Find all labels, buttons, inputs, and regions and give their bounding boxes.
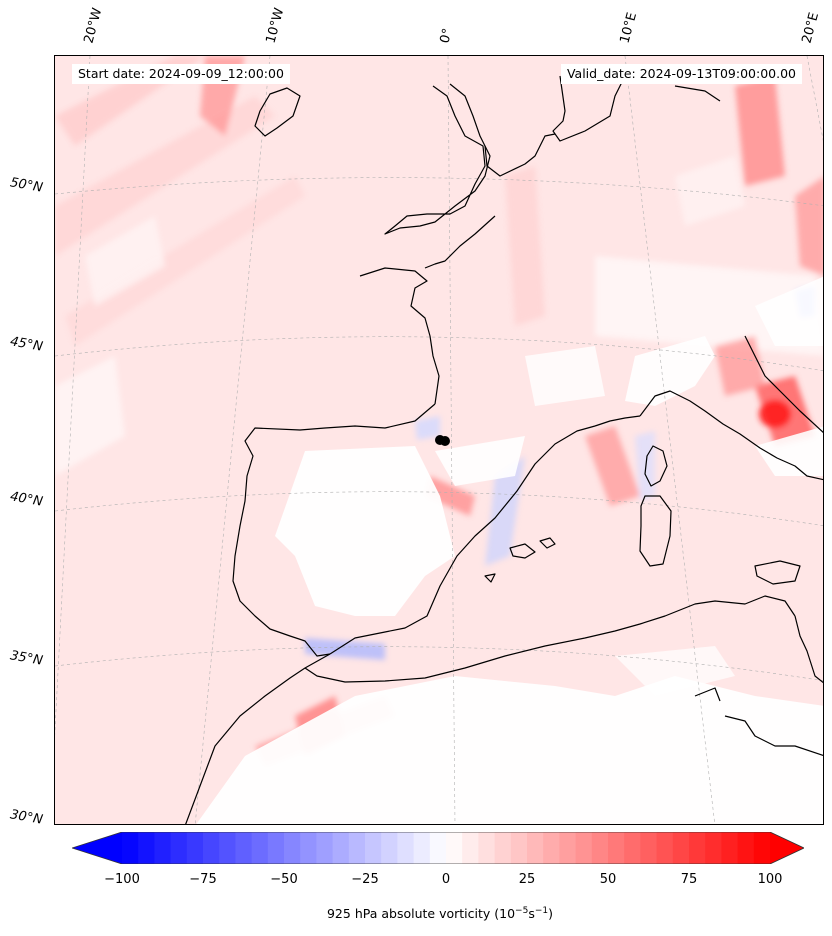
colorbar-cell bbox=[267, 832, 285, 864]
colorbar-cell bbox=[251, 832, 269, 864]
colorbar-cell bbox=[332, 832, 350, 864]
colorbar-cell bbox=[689, 832, 706, 864]
colorbar-cell bbox=[316, 832, 334, 864]
colorbar-cell bbox=[721, 832, 739, 864]
lat-label-30n: 30°N bbox=[8, 807, 44, 828]
lon-label-10w: 10°W bbox=[263, 6, 288, 45]
colorbar-cell bbox=[446, 832, 463, 864]
map-panel bbox=[54, 55, 824, 825]
colorbar-tick-label: −50 bbox=[270, 872, 298, 887]
colorbar-cell bbox=[543, 832, 560, 864]
colorbar-cell bbox=[705, 832, 722, 864]
start-date-label: Start date: 2024-09-09_12:00:00 bbox=[72, 64, 290, 84]
colorbar-cell bbox=[365, 832, 382, 864]
colorbar-cell bbox=[559, 832, 577, 864]
colorbar-cell bbox=[219, 832, 236, 864]
colorbar-cell bbox=[753, 832, 771, 864]
colorbar-cells bbox=[122, 832, 771, 864]
colorbar-cell bbox=[624, 832, 641, 864]
lat-label-40n: 40°N bbox=[8, 489, 44, 510]
colorbar-cell bbox=[462, 832, 479, 864]
graticule bbox=[55, 56, 823, 824]
colorbar-cell bbox=[154, 832, 172, 864]
colorbar-cell bbox=[138, 832, 155, 864]
lon-label-20e: 20°E bbox=[799, 10, 823, 46]
colorbar-tick-label: 25 bbox=[518, 872, 536, 887]
valid-date-label: Valid_date: 2024-09-13T09:00:00.00 bbox=[560, 64, 802, 84]
colorbar-cell bbox=[656, 832, 674, 864]
vorticity-map bbox=[55, 56, 823, 824]
near-zero-regions bbox=[196, 276, 823, 824]
colorbar-tick-label: −100 bbox=[104, 872, 140, 887]
colorbar-max-arrow bbox=[770, 832, 804, 864]
colorbar-cell bbox=[478, 832, 496, 864]
lon-label-10e: 10°E bbox=[617, 10, 641, 46]
colorbar-tick-label: 100 bbox=[757, 872, 783, 887]
colorbar-cell bbox=[122, 832, 139, 864]
colorbar-cell bbox=[186, 832, 204, 864]
lat-label-50n: 50°N bbox=[8, 175, 44, 196]
lat-label-45n: 45°N bbox=[8, 334, 44, 355]
colorbar-cell bbox=[591, 832, 609, 864]
colorbar-cell bbox=[672, 832, 690, 864]
colorbar-cell bbox=[235, 832, 253, 864]
colorbar bbox=[72, 832, 804, 864]
colorbar-label-end: ) bbox=[548, 906, 553, 922]
colorbar-cell bbox=[381, 832, 398, 864]
lon-label-20w: 20°W bbox=[81, 6, 106, 45]
colorbar-cell bbox=[429, 832, 447, 864]
colorbar-tick-label: 50 bbox=[599, 872, 617, 887]
colorbar-label: 925 hPa absolute vorticity (10−5s−1) bbox=[0, 906, 832, 921]
colorbar-label-exponent-1: −5 bbox=[515, 906, 529, 916]
colorbar-min-arrow bbox=[72, 832, 122, 864]
colorbar-cell bbox=[300, 832, 317, 864]
colorbar-label-main: 925 hPa absolute vorticity (10 bbox=[326, 906, 516, 922]
lat-label-35n: 35°N bbox=[8, 648, 44, 669]
colorbar-label-exponent-2: −1 bbox=[534, 906, 549, 916]
colorbar-cell bbox=[170, 832, 188, 864]
colorbar-cell bbox=[575, 832, 593, 864]
coastlines bbox=[185, 75, 823, 824]
colorbar-cell bbox=[348, 832, 366, 864]
location-marker bbox=[435, 435, 450, 446]
colorbar-cell bbox=[737, 832, 755, 864]
colorbar-cell bbox=[284, 832, 301, 864]
vorticity-field-features bbox=[55, 56, 823, 766]
colorbar-tick-label: −25 bbox=[351, 872, 379, 887]
colorbar-cell bbox=[494, 832, 512, 864]
colorbar-cell bbox=[413, 832, 431, 864]
colorbar-cell bbox=[527, 832, 544, 864]
lon-label-0: 0° bbox=[437, 26, 456, 45]
colorbar-tick-label: 75 bbox=[680, 872, 698, 887]
colorbar-cell bbox=[203, 832, 220, 864]
colorbar-tick-label: 0 bbox=[441, 872, 451, 887]
colorbar-tick-label: −75 bbox=[189, 872, 217, 887]
colorbar-label-unit: s bbox=[528, 906, 535, 922]
colorbar-cell bbox=[510, 832, 528, 864]
colorbar-cell bbox=[397, 832, 415, 864]
colorbar-cell bbox=[640, 832, 658, 864]
colorbar-cell bbox=[608, 832, 625, 864]
